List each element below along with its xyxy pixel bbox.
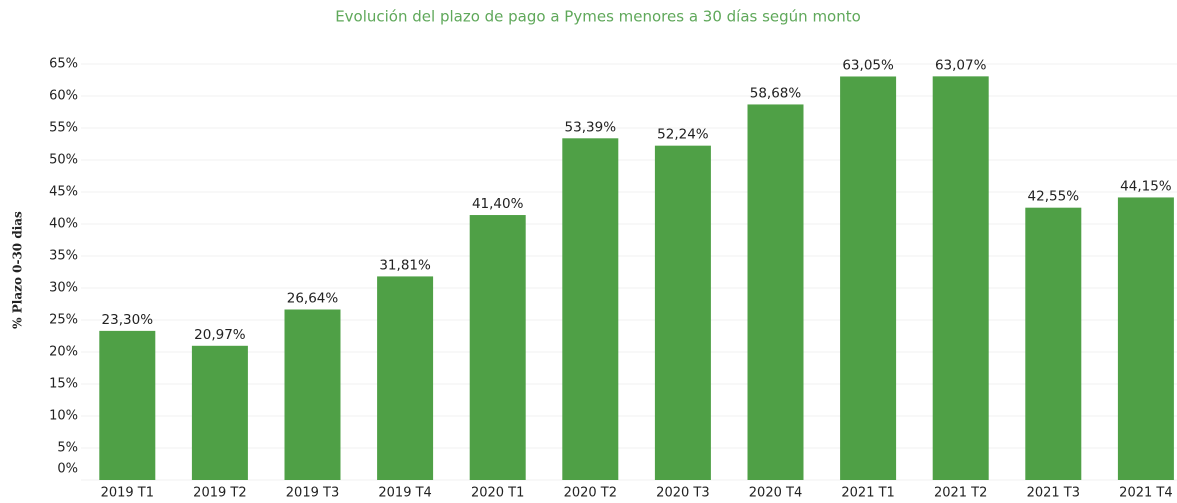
y-tick-label: 5% — [57, 441, 78, 456]
chart-title: Evolución del plazo de pago a Pymes meno… — [335, 8, 861, 26]
y-tick-label: 25% — [49, 313, 78, 328]
y-tick-label: 0% — [57, 462, 78, 477]
value-label: 63,07% — [935, 57, 987, 73]
value-label: 41,40% — [472, 196, 524, 212]
bar — [932, 76, 989, 481]
value-label: 63,05% — [842, 57, 894, 73]
y-tick-label: 60% — [49, 89, 78, 104]
y-tick-label: 30% — [49, 281, 78, 296]
bar — [562, 138, 619, 480]
x-tick-label: 2019 T1 — [101, 486, 154, 501]
value-label: 42,55% — [1028, 189, 1080, 205]
x-tick-label: 2021 T1 — [841, 486, 894, 501]
bar — [469, 215, 526, 481]
x-tick-label: 2021 T4 — [1119, 486, 1172, 501]
value-label: 53,39% — [565, 119, 617, 135]
bar — [284, 309, 341, 480]
x-tick-label: 2020 T3 — [656, 486, 709, 501]
bar — [840, 76, 897, 480]
bar — [654, 145, 711, 480]
x-tick-label: 2020 T1 — [471, 486, 524, 501]
y-tick-label: 50% — [49, 153, 78, 168]
bar — [377, 276, 434, 480]
x-tick-label: 2021 T2 — [934, 486, 987, 501]
bar — [747, 104, 804, 480]
y-tick-label: 45% — [49, 185, 78, 200]
y-tick-label: 40% — [49, 217, 78, 232]
y-tick-label: 35% — [49, 249, 78, 264]
y-tick-label: 55% — [49, 121, 78, 136]
x-tick-label: 2019 T4 — [378, 486, 431, 501]
value-label: 44,15% — [1120, 178, 1172, 194]
bar — [1117, 197, 1174, 480]
y-tick-label: 20% — [49, 345, 78, 360]
value-label: 23,30% — [102, 312, 154, 328]
y-tick-label: 65% — [49, 57, 78, 72]
y-tick-label: 15% — [49, 377, 78, 392]
value-label: 58,68% — [750, 85, 802, 101]
bar — [1025, 207, 1082, 480]
x-tick-label: 2021 T3 — [1027, 486, 1080, 501]
value-label: 31,81% — [379, 257, 431, 273]
value-label: 52,24% — [657, 127, 709, 143]
bar — [191, 345, 248, 480]
y-tick-label: 10% — [49, 409, 78, 424]
x-tick-label: 2019 T3 — [286, 486, 339, 501]
bar — [99, 330, 156, 480]
x-tick-label: 2020 T2 — [564, 486, 617, 501]
x-tick-label: 2019 T2 — [193, 486, 246, 501]
value-label: 26,64% — [287, 291, 339, 307]
y-axis-title: % Plazo 0-30 dias — [11, 211, 25, 329]
x-tick-label: 2020 T4 — [749, 486, 802, 501]
value-label: 20,97% — [194, 327, 246, 343]
